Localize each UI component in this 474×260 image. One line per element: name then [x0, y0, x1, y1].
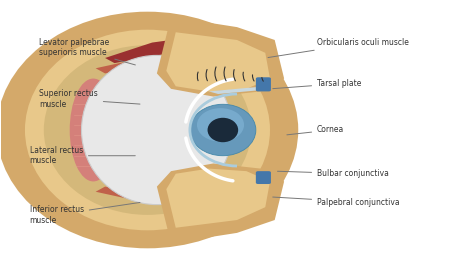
Ellipse shape	[208, 118, 238, 142]
Ellipse shape	[44, 45, 251, 215]
Polygon shape	[209, 86, 265, 94]
Text: Lateral rectus
muscle: Lateral rectus muscle	[30, 146, 135, 165]
Text: Tarsal plate: Tarsal plate	[273, 79, 362, 89]
Text: Superior rectus
muscle: Superior rectus muscle	[39, 89, 140, 109]
Ellipse shape	[0, 12, 298, 248]
Text: Bulbar conjunctiva: Bulbar conjunctiva	[277, 169, 389, 178]
Text: Palpebral conjunctiva: Palpebral conjunctiva	[273, 197, 400, 206]
Text: Cornea: Cornea	[287, 126, 344, 135]
Polygon shape	[166, 32, 270, 92]
Text: Inferior rectus
muscle: Inferior rectus muscle	[30, 203, 140, 225]
FancyBboxPatch shape	[256, 171, 271, 184]
Ellipse shape	[82, 55, 232, 205]
Polygon shape	[105, 37, 190, 63]
Polygon shape	[157, 164, 284, 243]
Ellipse shape	[197, 108, 244, 142]
Polygon shape	[96, 187, 181, 207]
Polygon shape	[166, 168, 270, 228]
Ellipse shape	[25, 30, 270, 230]
FancyBboxPatch shape	[256, 77, 271, 92]
Polygon shape	[96, 53, 181, 73]
Ellipse shape	[190, 104, 256, 156]
Polygon shape	[157, 17, 284, 96]
Ellipse shape	[70, 79, 117, 181]
Text: Orbicularis oculi muscle: Orbicularis oculi muscle	[268, 38, 409, 57]
Text: Levator palpebrae
superioris muscle: Levator palpebrae superioris muscle	[39, 38, 136, 65]
